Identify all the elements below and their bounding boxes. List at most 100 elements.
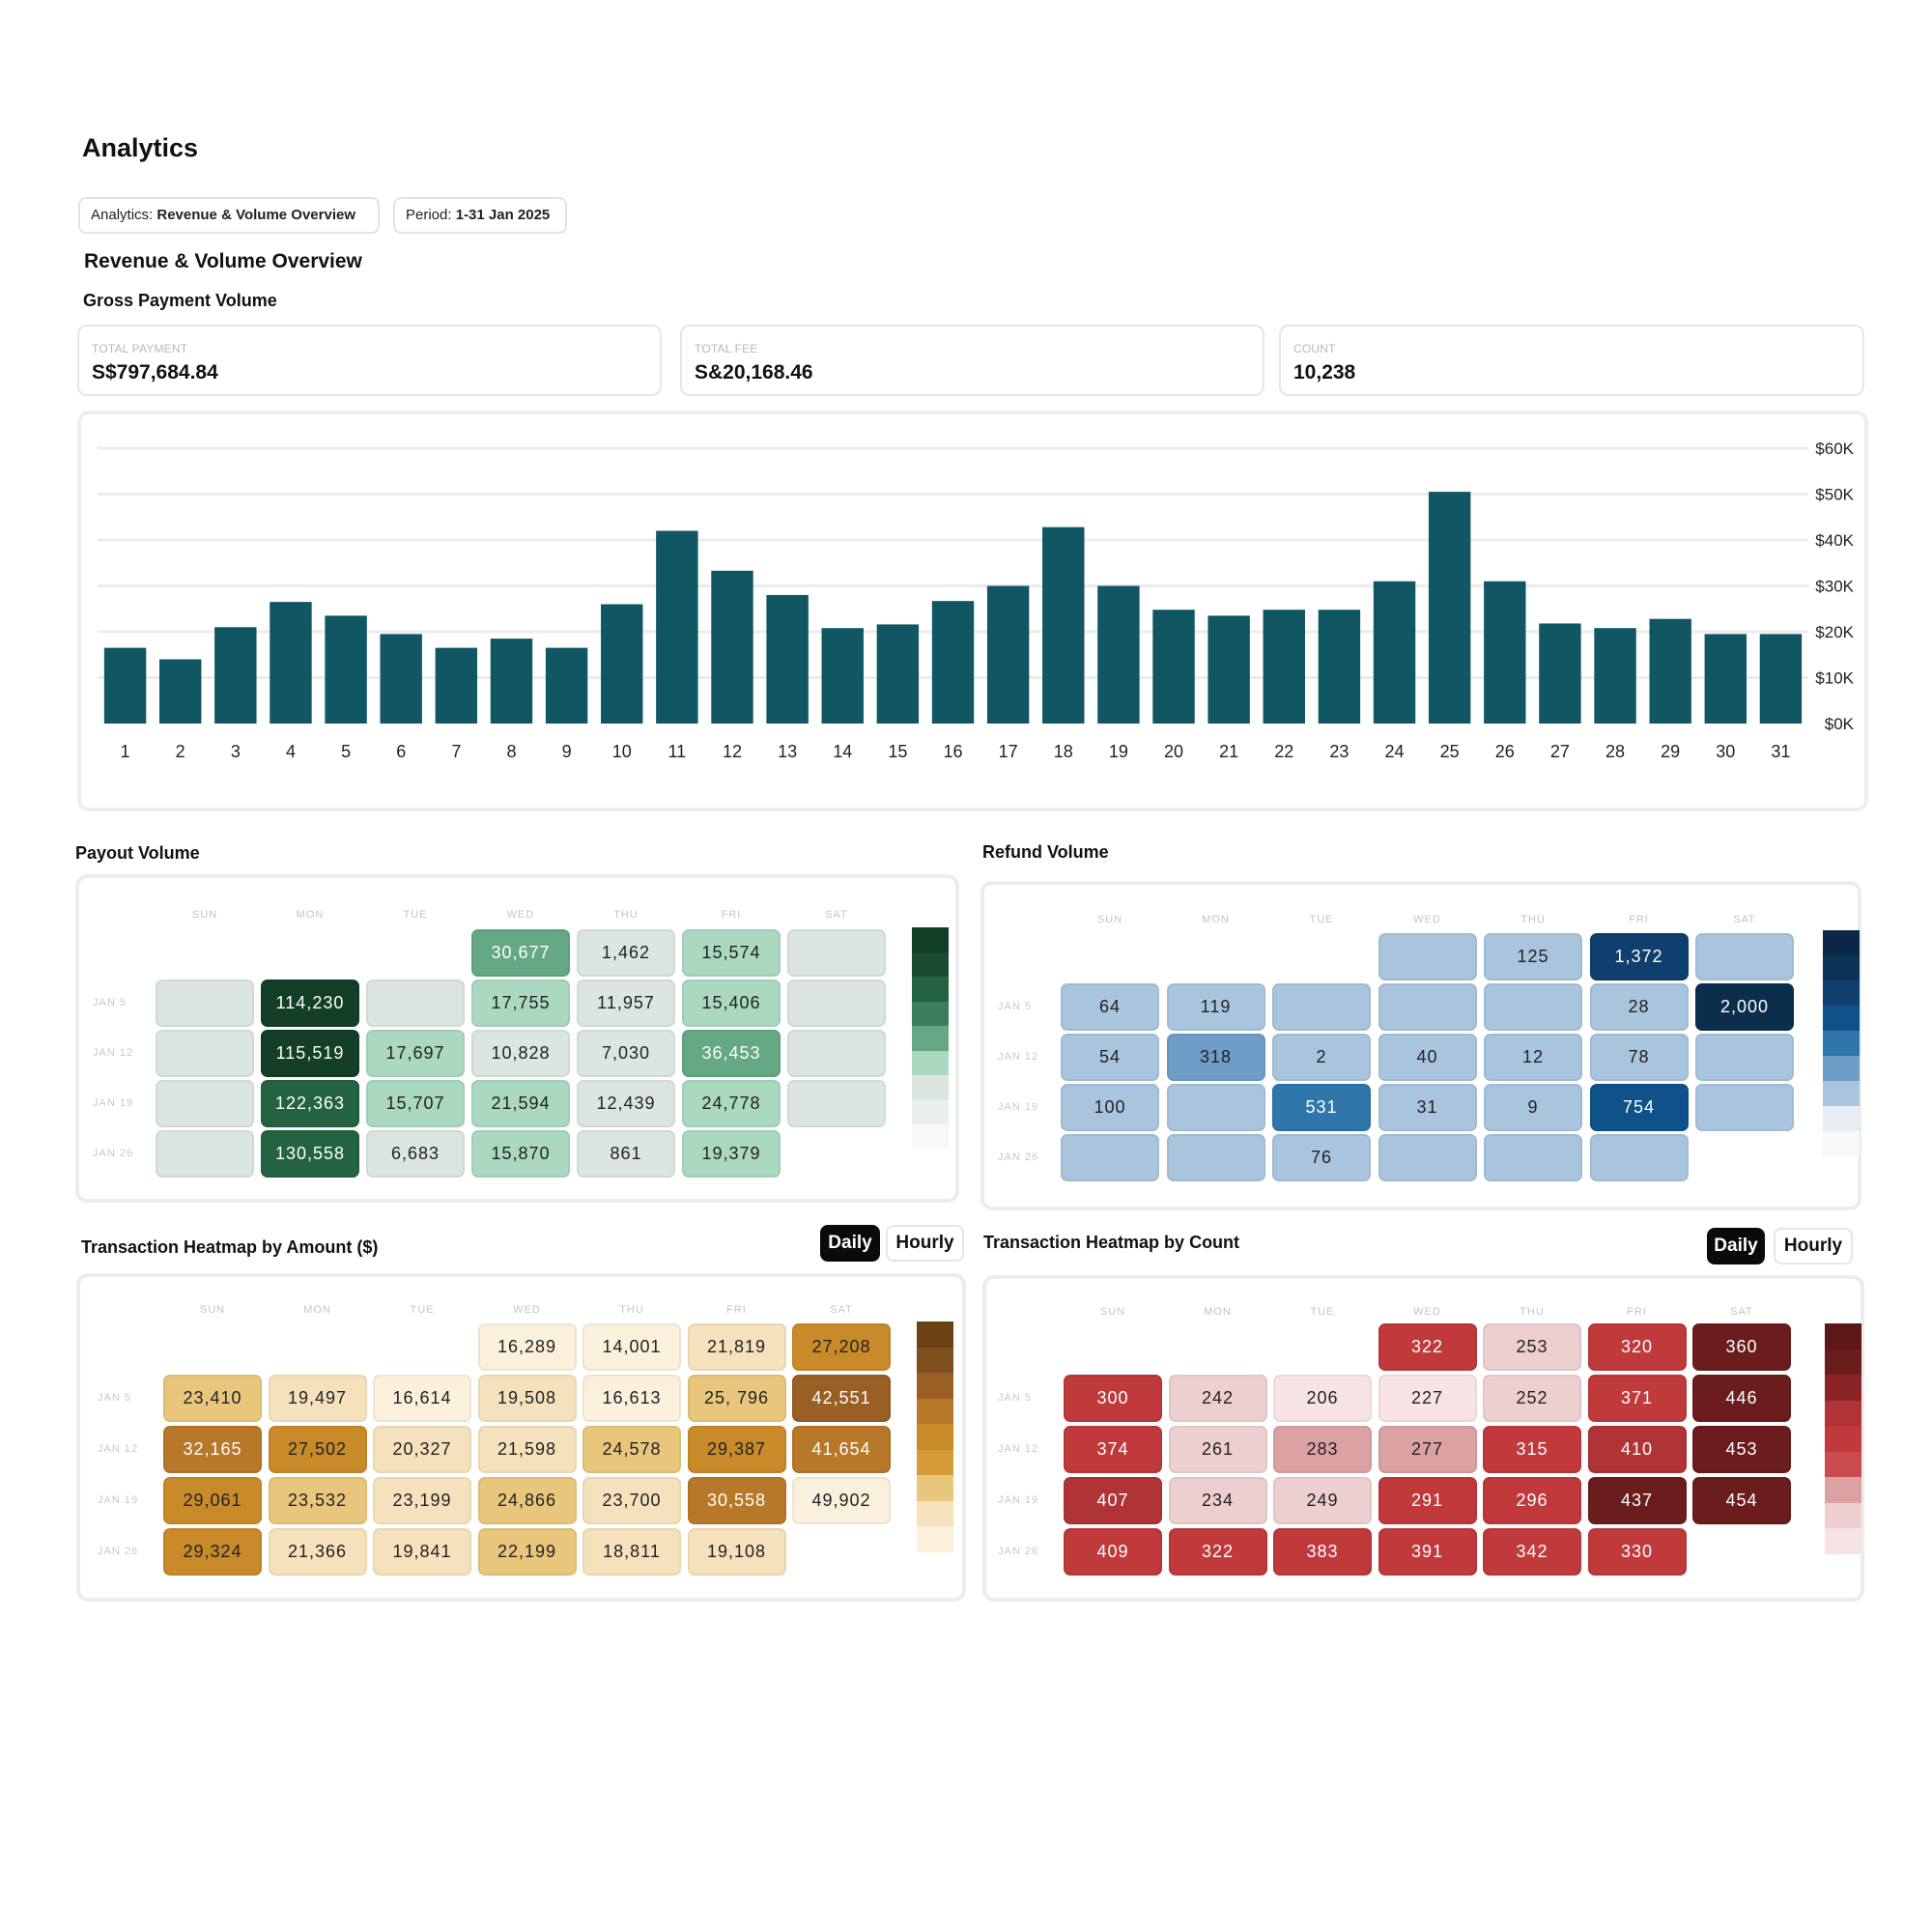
payout-cell[interactable] [787,980,886,1027]
refund-cell[interactable] [1166,1134,1265,1181]
bar-day-30[interactable] [1704,634,1747,724]
count-hourly-toggle[interactable]: Hourly [1774,1228,1853,1264]
refund-cell[interactable] [1484,1134,1582,1181]
count-cell[interactable]: 446 [1692,1375,1791,1422]
payout-cell[interactable]: 114,230 [261,980,359,1027]
refund-cell[interactable]: 125 [1484,933,1582,980]
payout-cell[interactable]: 130,558 [261,1130,359,1178]
bar-day-21[interactable] [1208,615,1250,724]
payout-cell[interactable]: 861 [577,1130,675,1178]
bar-day-13[interactable] [766,595,809,724]
analytics-filter-chip[interactable]: Analytics: Revenue & Volume Overview [78,197,380,234]
refund-cell[interactable] [1695,933,1794,980]
refund-cell[interactable]: 1,372 [1589,933,1689,980]
refund-cell[interactable] [1272,983,1371,1031]
payout-cell[interactable]: 115,519 [261,1030,359,1077]
amount-cell[interactable]: 23,532 [268,1477,367,1524]
amount-cell[interactable]: 24,578 [582,1426,681,1473]
count-cell[interactable]: 249 [1273,1477,1372,1524]
bar-day-4[interactable] [270,602,312,724]
bar-day-9[interactable] [545,647,588,724]
payout-cell[interactable]: 12,439 [577,1080,675,1127]
amount-cell[interactable]: 16,289 [477,1323,577,1371]
payout-cell[interactable] [366,980,465,1027]
bar-day-24[interactable] [1373,581,1416,724]
count-cell[interactable]: 383 [1273,1528,1372,1576]
bar-day-2[interactable] [158,659,202,724]
count-cell[interactable]: 277 [1378,1426,1477,1473]
period-filter-chip[interactable]: Period: 1-31 Jan 2025 [393,197,567,234]
count-cell[interactable]: 407 [1064,1477,1162,1524]
refund-cell[interactable] [1166,1084,1265,1131]
payout-cell[interactable]: 36,453 [682,1030,781,1077]
refund-cell[interactable]: 12 [1484,1034,1582,1081]
refund-cell[interactable] [1589,1134,1689,1181]
refund-cell[interactable]: 2,000 [1695,983,1794,1031]
amount-cell[interactable]: 29,387 [687,1426,786,1473]
bar-day-8[interactable] [490,639,533,724]
count-cell[interactable]: 360 [1692,1323,1791,1371]
count-cell[interactable]: 300 [1064,1375,1162,1422]
count-cell[interactable]: 342 [1483,1528,1581,1576]
amount-cell[interactable]: 27,502 [268,1426,367,1473]
amount-cell[interactable]: 21,366 [268,1528,367,1576]
refund-cell[interactable]: 28 [1589,983,1689,1031]
refund-cell[interactable]: 40 [1378,1034,1477,1081]
amount-cell[interactable]: 29,061 [163,1477,262,1524]
refund-cell[interactable] [1378,1134,1477,1181]
count-cell[interactable]: 234 [1168,1477,1267,1524]
payout-cell[interactable]: 15,707 [366,1080,465,1127]
count-cell[interactable]: 283 [1273,1426,1372,1473]
count-daily-toggle[interactable]: Daily [1707,1228,1765,1264]
amount-hourly-toggle[interactable]: Hourly [886,1225,964,1262]
bar-day-19[interactable] [1097,585,1140,724]
count-cell[interactable]: 253 [1483,1323,1581,1371]
refund-cell[interactable] [1378,983,1477,1031]
bar-day-3[interactable] [214,627,257,724]
bar-day-1[interactable] [103,647,147,724]
count-cell[interactable]: 322 [1168,1528,1267,1576]
amount-cell[interactable]: 24,866 [477,1477,577,1524]
refund-cell[interactable]: 31 [1378,1084,1477,1131]
count-cell[interactable]: 315 [1483,1426,1581,1473]
bar-day-20[interactable] [1152,610,1195,724]
count-cell[interactable]: 296 [1483,1477,1581,1524]
refund-cell[interactable]: 54 [1061,1034,1159,1081]
payout-cell[interactable]: 15,870 [471,1130,570,1178]
bar-day-14[interactable] [821,628,864,724]
count-cell[interactable]: 320 [1587,1323,1687,1371]
bar-day-6[interactable] [380,634,422,724]
payout-cell[interactable] [156,980,254,1027]
payout-cell[interactable]: 15,574 [682,929,781,977]
refund-cell[interactable]: 318 [1166,1034,1265,1081]
amount-cell[interactable]: 22,199 [477,1528,577,1576]
count-cell[interactable]: 409 [1064,1528,1162,1576]
count-cell[interactable]: 261 [1168,1426,1267,1473]
count-cell[interactable]: 227 [1378,1375,1477,1422]
bar-day-26[interactable] [1484,581,1526,724]
amount-cell[interactable]: 19,108 [687,1528,786,1576]
bar-day-29[interactable] [1649,618,1691,724]
amount-cell[interactable]: 32,165 [163,1426,262,1473]
amount-cell[interactable]: 16,614 [373,1375,471,1422]
count-cell[interactable]: 374 [1064,1426,1162,1473]
amount-cell[interactable]: 21,819 [687,1323,786,1371]
refund-cell[interactable]: 78 [1589,1034,1689,1081]
payout-cell[interactable]: 11,957 [577,980,675,1027]
amount-cell[interactable]: 19,508 [477,1375,577,1422]
payout-cell[interactable] [156,1130,254,1178]
amount-cell[interactable]: 20,327 [373,1426,471,1473]
amount-cell[interactable]: 21,598 [477,1426,577,1473]
amount-cell[interactable]: 14,001 [582,1323,681,1371]
count-cell[interactable]: 322 [1378,1323,1477,1371]
bar-day-22[interactable] [1263,610,1305,724]
payout-cell[interactable]: 17,697 [366,1030,465,1077]
amount-cell[interactable]: 30,558 [687,1477,786,1524]
payout-cell[interactable]: 24,778 [682,1080,781,1127]
amount-cell[interactable]: 23,410 [163,1375,262,1422]
count-cell[interactable]: 453 [1692,1426,1791,1473]
bar-day-31[interactable] [1759,634,1803,724]
payout-cell[interactable] [787,1030,886,1077]
bar-day-28[interactable] [1594,628,1636,724]
bar-day-11[interactable] [656,530,698,724]
